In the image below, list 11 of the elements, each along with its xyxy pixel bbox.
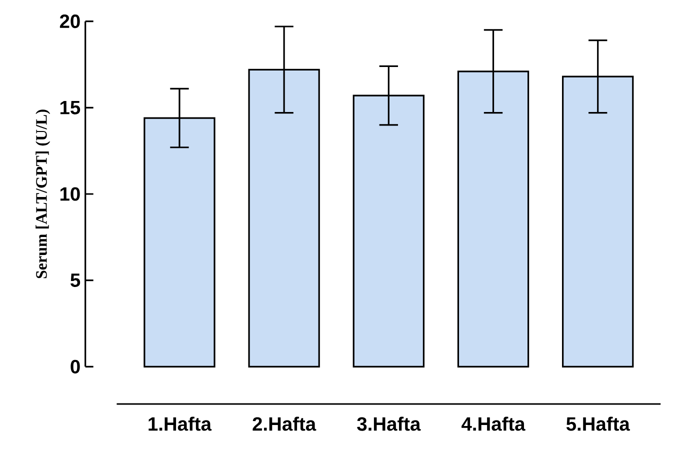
y-tick-label: 0 [70, 360, 80, 374]
x-tick-label: 4.Hafta [462, 416, 526, 431]
x-tick-label: 2.Hafta [252, 416, 316, 431]
y-tick-label: 5 [70, 274, 80, 288]
y-axis-title: Serum [ALT/GPT] (U/L) [36, 110, 50, 278]
x-tick-label: 3.Hafta [357, 416, 421, 431]
y-tick-label: 10 [60, 187, 80, 201]
x-tick-label: 5.Hafta [566, 416, 630, 431]
x-tick-label: 1.Hafta [148, 416, 212, 431]
y-tick-label: 20 [60, 14, 80, 28]
y-tick-label: 15 [60, 100, 80, 114]
